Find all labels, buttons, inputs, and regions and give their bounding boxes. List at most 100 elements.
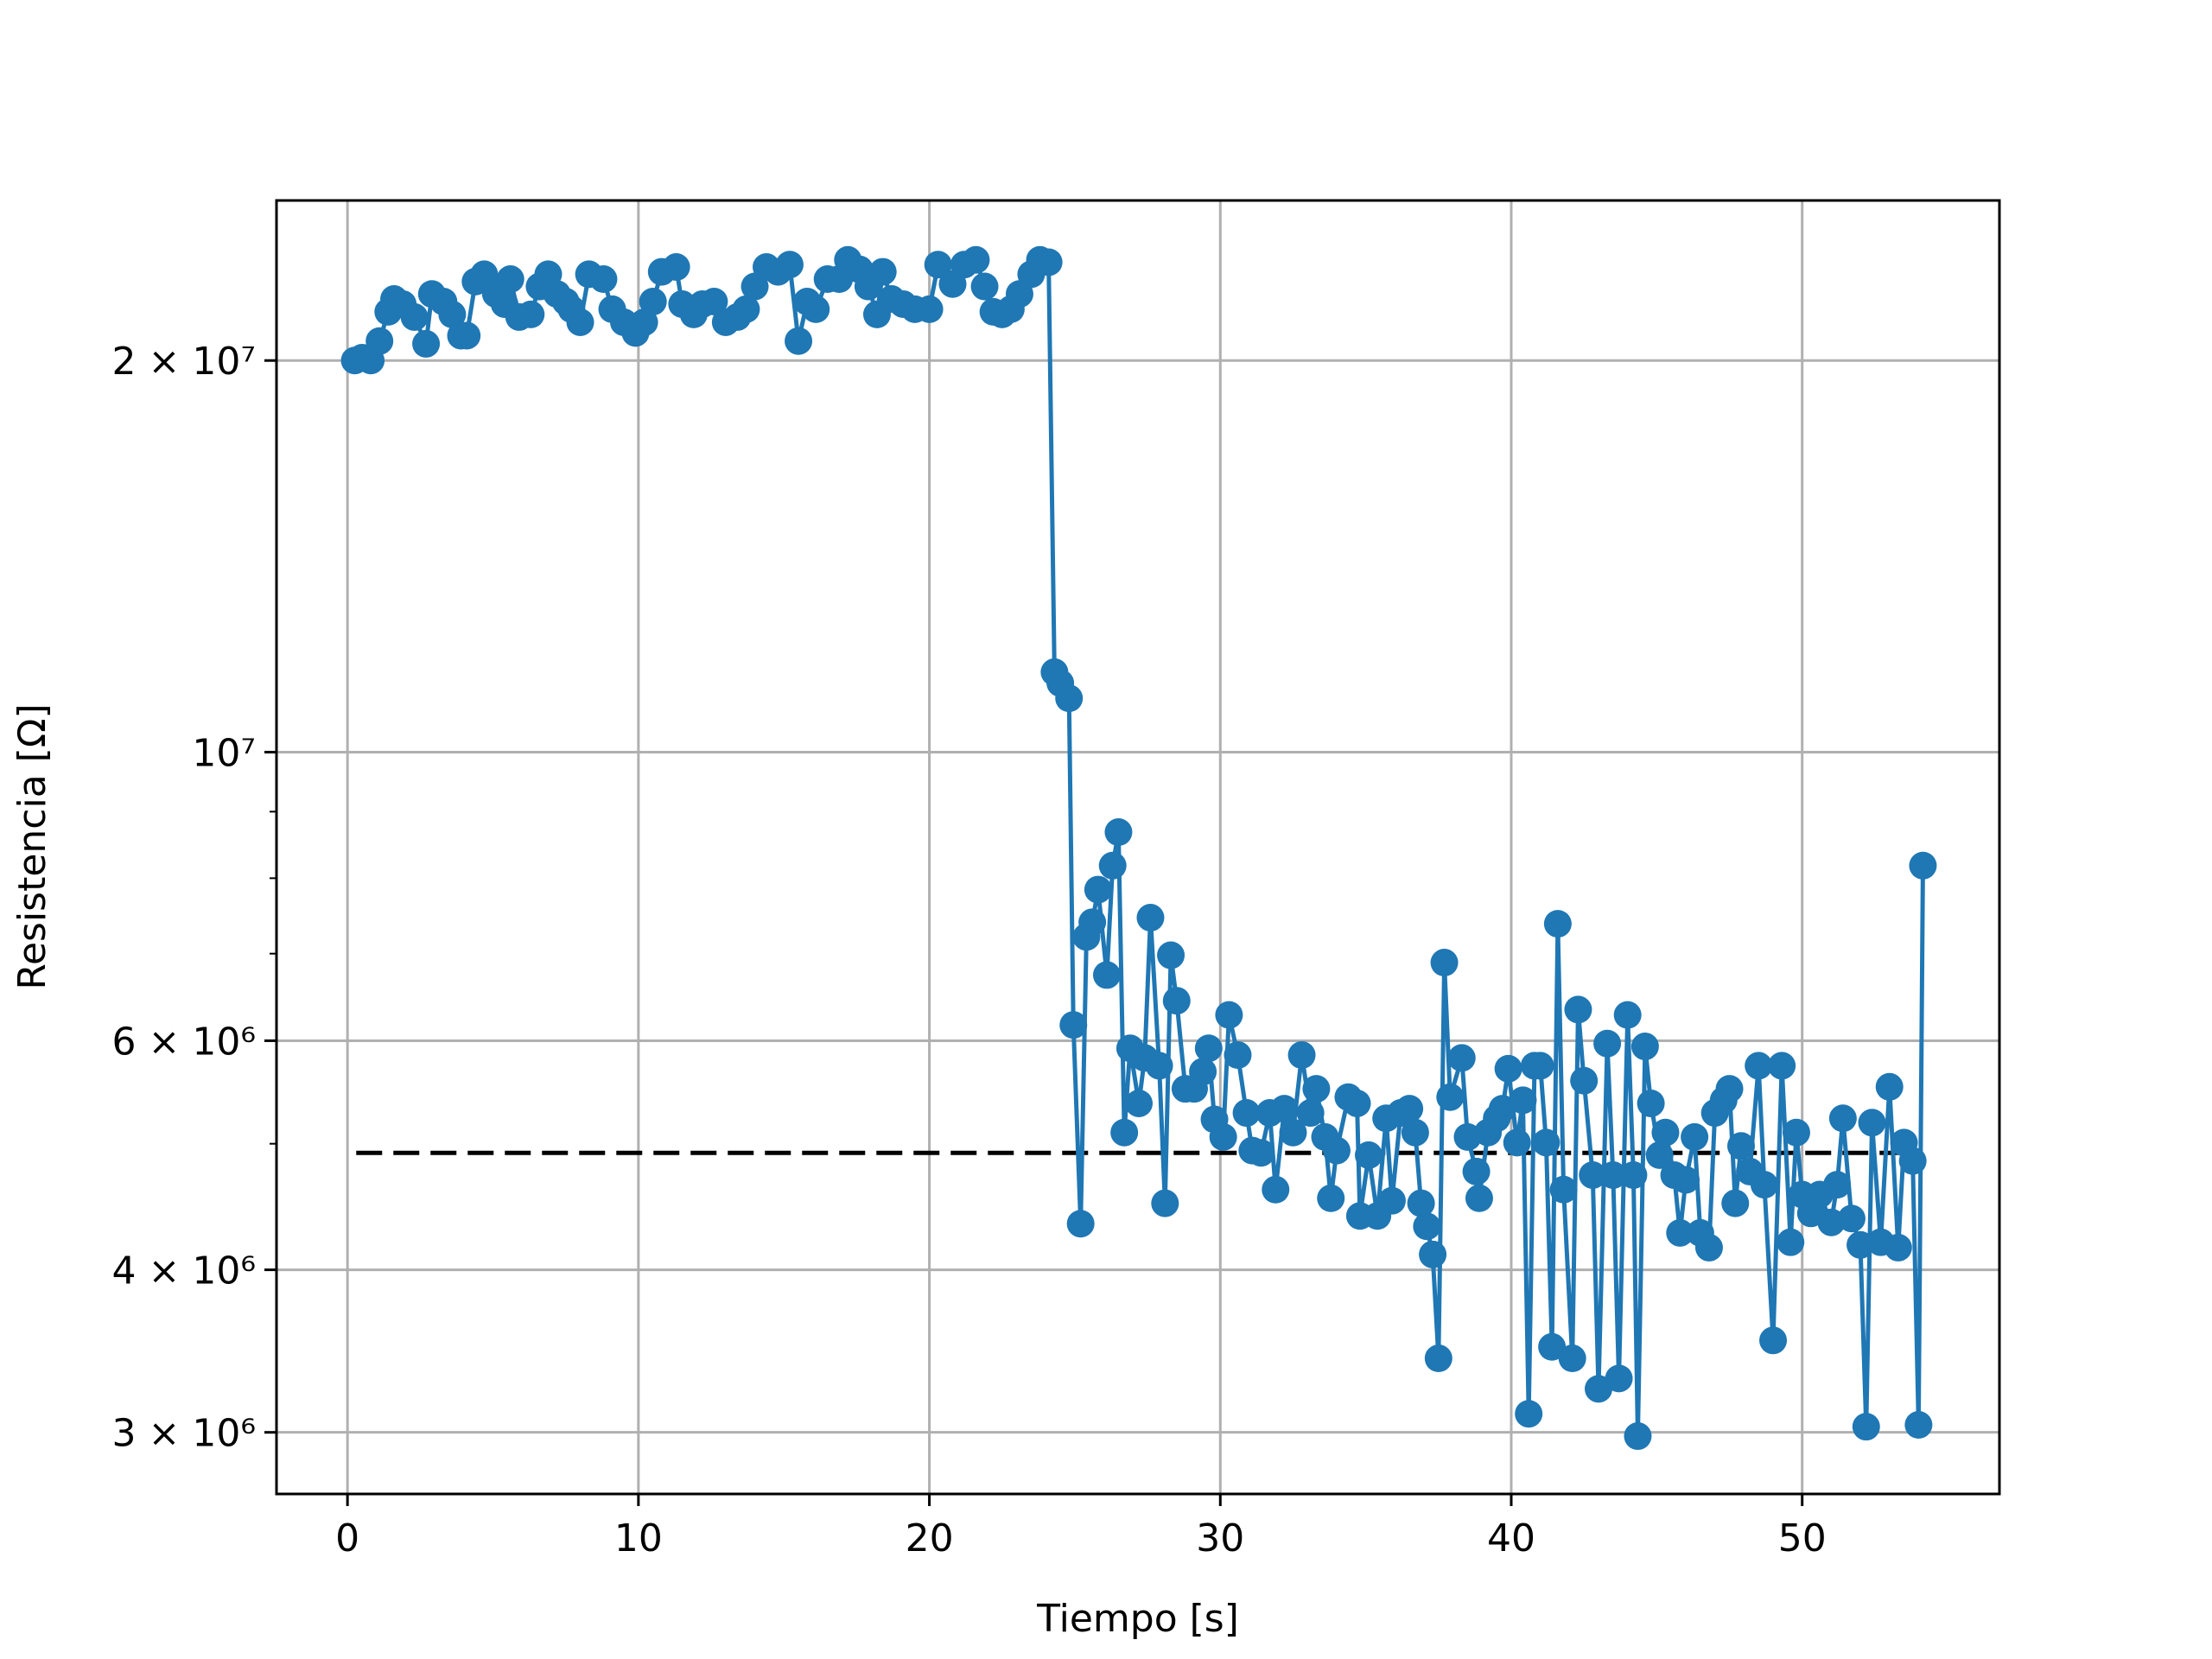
data-point — [1055, 684, 1084, 713]
data-point — [566, 308, 594, 336]
data-point — [1605, 1364, 1633, 1393]
data-point — [1538, 1332, 1567, 1361]
data-point — [1613, 1001, 1642, 1029]
data-point — [1637, 1089, 1665, 1117]
x-tick-label: 20 — [906, 1516, 954, 1560]
data-point — [1194, 1034, 1223, 1063]
data-point — [1419, 1240, 1447, 1268]
data-point — [1630, 1033, 1659, 1061]
data-point — [1232, 1099, 1261, 1128]
data-point — [1624, 1422, 1652, 1451]
data-point — [1430, 949, 1459, 977]
y-tick-label: 10⁷ — [192, 731, 256, 775]
data-point — [1645, 1141, 1674, 1169]
x-axis-label: Tiempo [s] — [1036, 1597, 1239, 1641]
data-point — [1823, 1171, 1852, 1199]
data-point — [1317, 1184, 1345, 1212]
data-point — [1651, 1118, 1680, 1147]
data-point — [1515, 1400, 1543, 1428]
x-tick-label: 30 — [1196, 1516, 1244, 1560]
data-point — [1509, 1086, 1537, 1115]
data-point — [1110, 1118, 1139, 1147]
data-point — [1447, 1044, 1476, 1072]
data-point — [868, 257, 897, 286]
y-axis-label: Resistencia [Ω] — [10, 703, 54, 989]
data-point — [1270, 1095, 1299, 1123]
y-tick-label: 6 × 10⁶ — [112, 1020, 256, 1064]
data-point — [1904, 1411, 1933, 1440]
data-point — [1564, 995, 1592, 1024]
y-tick-label: 3 × 10⁶ — [112, 1412, 256, 1456]
x-tick-label: 50 — [1778, 1516, 1827, 1560]
data-point — [1343, 1089, 1371, 1117]
data-point — [1777, 1228, 1805, 1256]
data-point — [1494, 1054, 1522, 1083]
data-point — [1750, 1171, 1778, 1199]
data-point — [453, 321, 481, 350]
data-point — [785, 327, 813, 355]
data-point — [1768, 1052, 1796, 1080]
data-point — [400, 302, 429, 331]
data-point — [1215, 1001, 1243, 1029]
data-point — [970, 272, 999, 301]
data-point — [1858, 1109, 1886, 1137]
data-point — [775, 251, 804, 279]
data-point — [962, 245, 990, 274]
data-point — [1715, 1075, 1744, 1103]
data-point — [365, 327, 394, 355]
data-point — [1136, 904, 1165, 932]
data-point — [732, 295, 760, 323]
data-point — [700, 287, 728, 315]
data-point — [1503, 1128, 1531, 1157]
data-point — [1694, 1233, 1723, 1262]
data-point — [1579, 1160, 1607, 1189]
data-point — [1666, 1218, 1694, 1247]
data-point — [1151, 1189, 1179, 1217]
data-point — [1034, 248, 1063, 276]
data-point — [438, 300, 467, 328]
data-point — [1424, 1344, 1452, 1373]
data-point — [412, 329, 441, 358]
data-point — [662, 253, 690, 282]
data-point — [1059, 1011, 1088, 1039]
data-point — [1462, 1157, 1491, 1185]
data-point — [589, 265, 618, 294]
data-point — [630, 308, 658, 336]
data-point — [1189, 1058, 1217, 1086]
data-point — [1395, 1095, 1424, 1123]
data-point — [1401, 1118, 1429, 1147]
data-point — [1287, 1041, 1316, 1070]
data-point — [1262, 1175, 1290, 1204]
data-point — [1247, 1139, 1275, 1167]
data-point — [1526, 1052, 1554, 1080]
data-point — [1092, 961, 1121, 989]
data-point — [1585, 1375, 1613, 1403]
data-point — [1570, 1066, 1599, 1095]
data-point — [496, 265, 524, 294]
data-point — [1727, 1132, 1756, 1160]
data-point — [1413, 1212, 1441, 1241]
data-point — [1672, 1166, 1700, 1194]
data-point — [1322, 1136, 1351, 1165]
data-point — [1828, 1104, 1857, 1133]
x-tick-label: 10 — [614, 1516, 663, 1560]
data-point — [1909, 851, 1937, 880]
data-point — [639, 287, 667, 315]
data-point — [1782, 1118, 1810, 1147]
data-point — [1279, 1118, 1307, 1147]
data-point — [1436, 1083, 1465, 1111]
data-point — [517, 300, 545, 328]
y-tick-label: 4 × 10⁶ — [112, 1249, 256, 1294]
data-line — [353, 257, 1925, 1439]
data-point — [1465, 1184, 1493, 1212]
data-point — [1125, 1089, 1154, 1117]
data-point — [1355, 1141, 1383, 1169]
data-point — [1377, 1186, 1406, 1215]
data-point — [1898, 1147, 1927, 1175]
data-point — [1847, 1230, 1875, 1259]
data-point — [1104, 818, 1133, 847]
data-point — [1157, 941, 1185, 969]
plot-frame — [275, 199, 2001, 1496]
